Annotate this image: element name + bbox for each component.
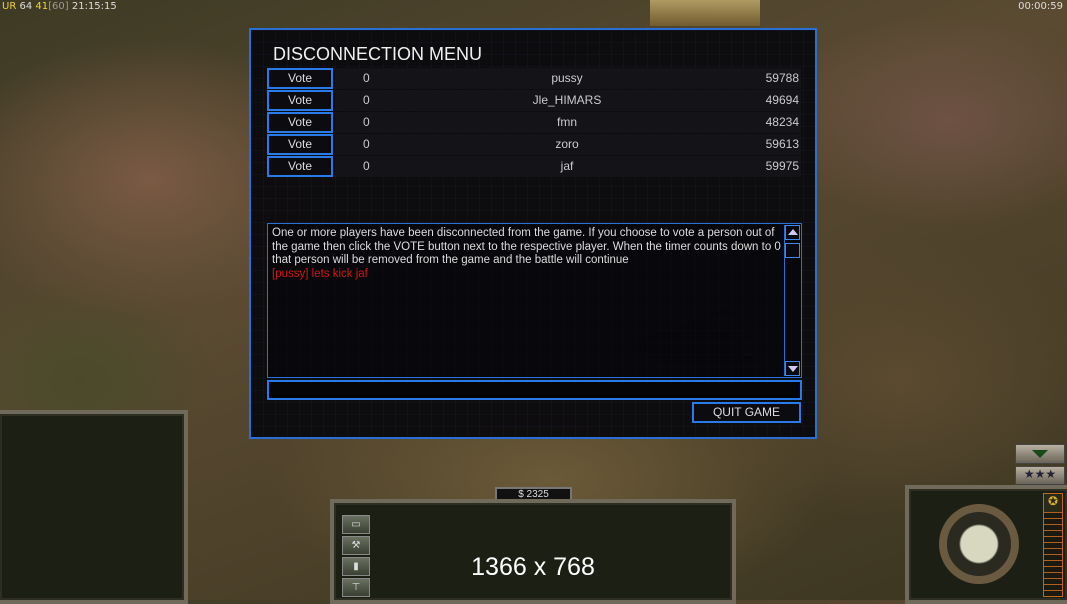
vote-count: 0 [363,159,370,173]
arrow-down-icon [787,366,798,372]
generals-stars-button[interactable]: ★★★ [1015,466,1065,485]
player-ping: 48234 [765,115,799,129]
wrench-icon[interactable]: ⚒ [342,536,370,555]
game-timer: 00:00:59 [1018,1,1063,12]
scroll-up-button[interactable] [785,225,800,240]
player-name: zoro [555,137,579,151]
row-background [335,68,801,89]
row-background [335,112,801,133]
arrow-up-icon [787,229,798,235]
info-message: One or more players have been disconnect… [272,227,781,266]
sign-icon[interactable]: ⊤ [342,578,370,597]
player-ping: 59788 [765,71,799,85]
vote-count: 0 [363,137,370,151]
fps: 64 [19,1,33,12]
mode-label: UR [2,1,17,12]
player-row: Vote 0 zoro 59613 [267,134,801,155]
vote-button[interactable]: Vote [267,112,333,133]
disconnection-dialog: DISCONNECTION MENU Vote 0 pussy 59788 Vo… [249,28,817,439]
fps2: 41 [35,1,49,12]
faction-emblem [939,504,1019,584]
minimap-panel[interactable] [0,410,188,604]
triangle-down-icon [1032,450,1048,458]
hud-fps: UR 64 41[60] 21:15:15 [2,1,117,12]
fps-cap: [60] [48,1,69,12]
building [650,0,760,26]
scroll-down-button[interactable] [785,361,800,376]
resolution-overlay: 1366 x 768 [471,553,595,581]
player-ping: 59613 [765,137,799,151]
clock: 21:15:15 [71,1,117,12]
scroll-thumb[interactable] [785,243,800,258]
player-name: fmn [556,115,577,129]
row-background [335,134,801,155]
message-box: One or more players have been disconnect… [267,223,802,378]
collapse-button[interactable] [1015,444,1065,464]
player-row: Vote 0 fmn 48234 [267,112,801,133]
radar-panel: ✪ [905,485,1067,604]
vote-count: 0 [363,115,370,129]
player-name: Jle_HIMARS [532,93,602,107]
player-row: Vote 0 jaf 59975 [267,156,801,177]
message-text: One or more players have been disconnect… [272,227,782,281]
vote-button[interactable]: Vote [267,134,333,155]
player-row: Vote 0 Jle_HIMARS 49694 [267,90,801,111]
vote-count: 0 [363,93,370,107]
power-meter: ✪ [1043,493,1063,597]
quit-game-button[interactable]: QUIT GAME [692,402,801,423]
vote-button[interactable]: Vote [267,156,333,177]
vote-button[interactable]: Vote [267,68,333,89]
chat-line: [pussy] lets kick jaf [272,267,368,280]
star-icon: ✪ [1044,494,1062,512]
stars-icon: ★★★ [1023,467,1057,481]
vote-button[interactable]: Vote [267,90,333,111]
info-icon[interactable]: ▮ [342,557,370,576]
windows-icon[interactable]: ▭ [342,515,370,534]
player-ping: 59975 [765,159,799,173]
dialog-title: DISCONNECTION MENU [273,44,483,64]
vote-count: 0 [363,71,370,85]
player-name: pussy [551,71,583,85]
row-background [335,90,801,111]
player-name: jaf [560,159,574,173]
row-background [335,156,801,177]
command-bar: ▭ ⚒ ▮ ⊤ 1366 x 768 [330,499,736,604]
chat-input[interactable] [267,380,802,400]
player-ping: 49694 [765,93,799,107]
player-row: Vote 0 pussy 59788 [267,68,801,89]
scrollbar[interactable] [784,225,800,376]
